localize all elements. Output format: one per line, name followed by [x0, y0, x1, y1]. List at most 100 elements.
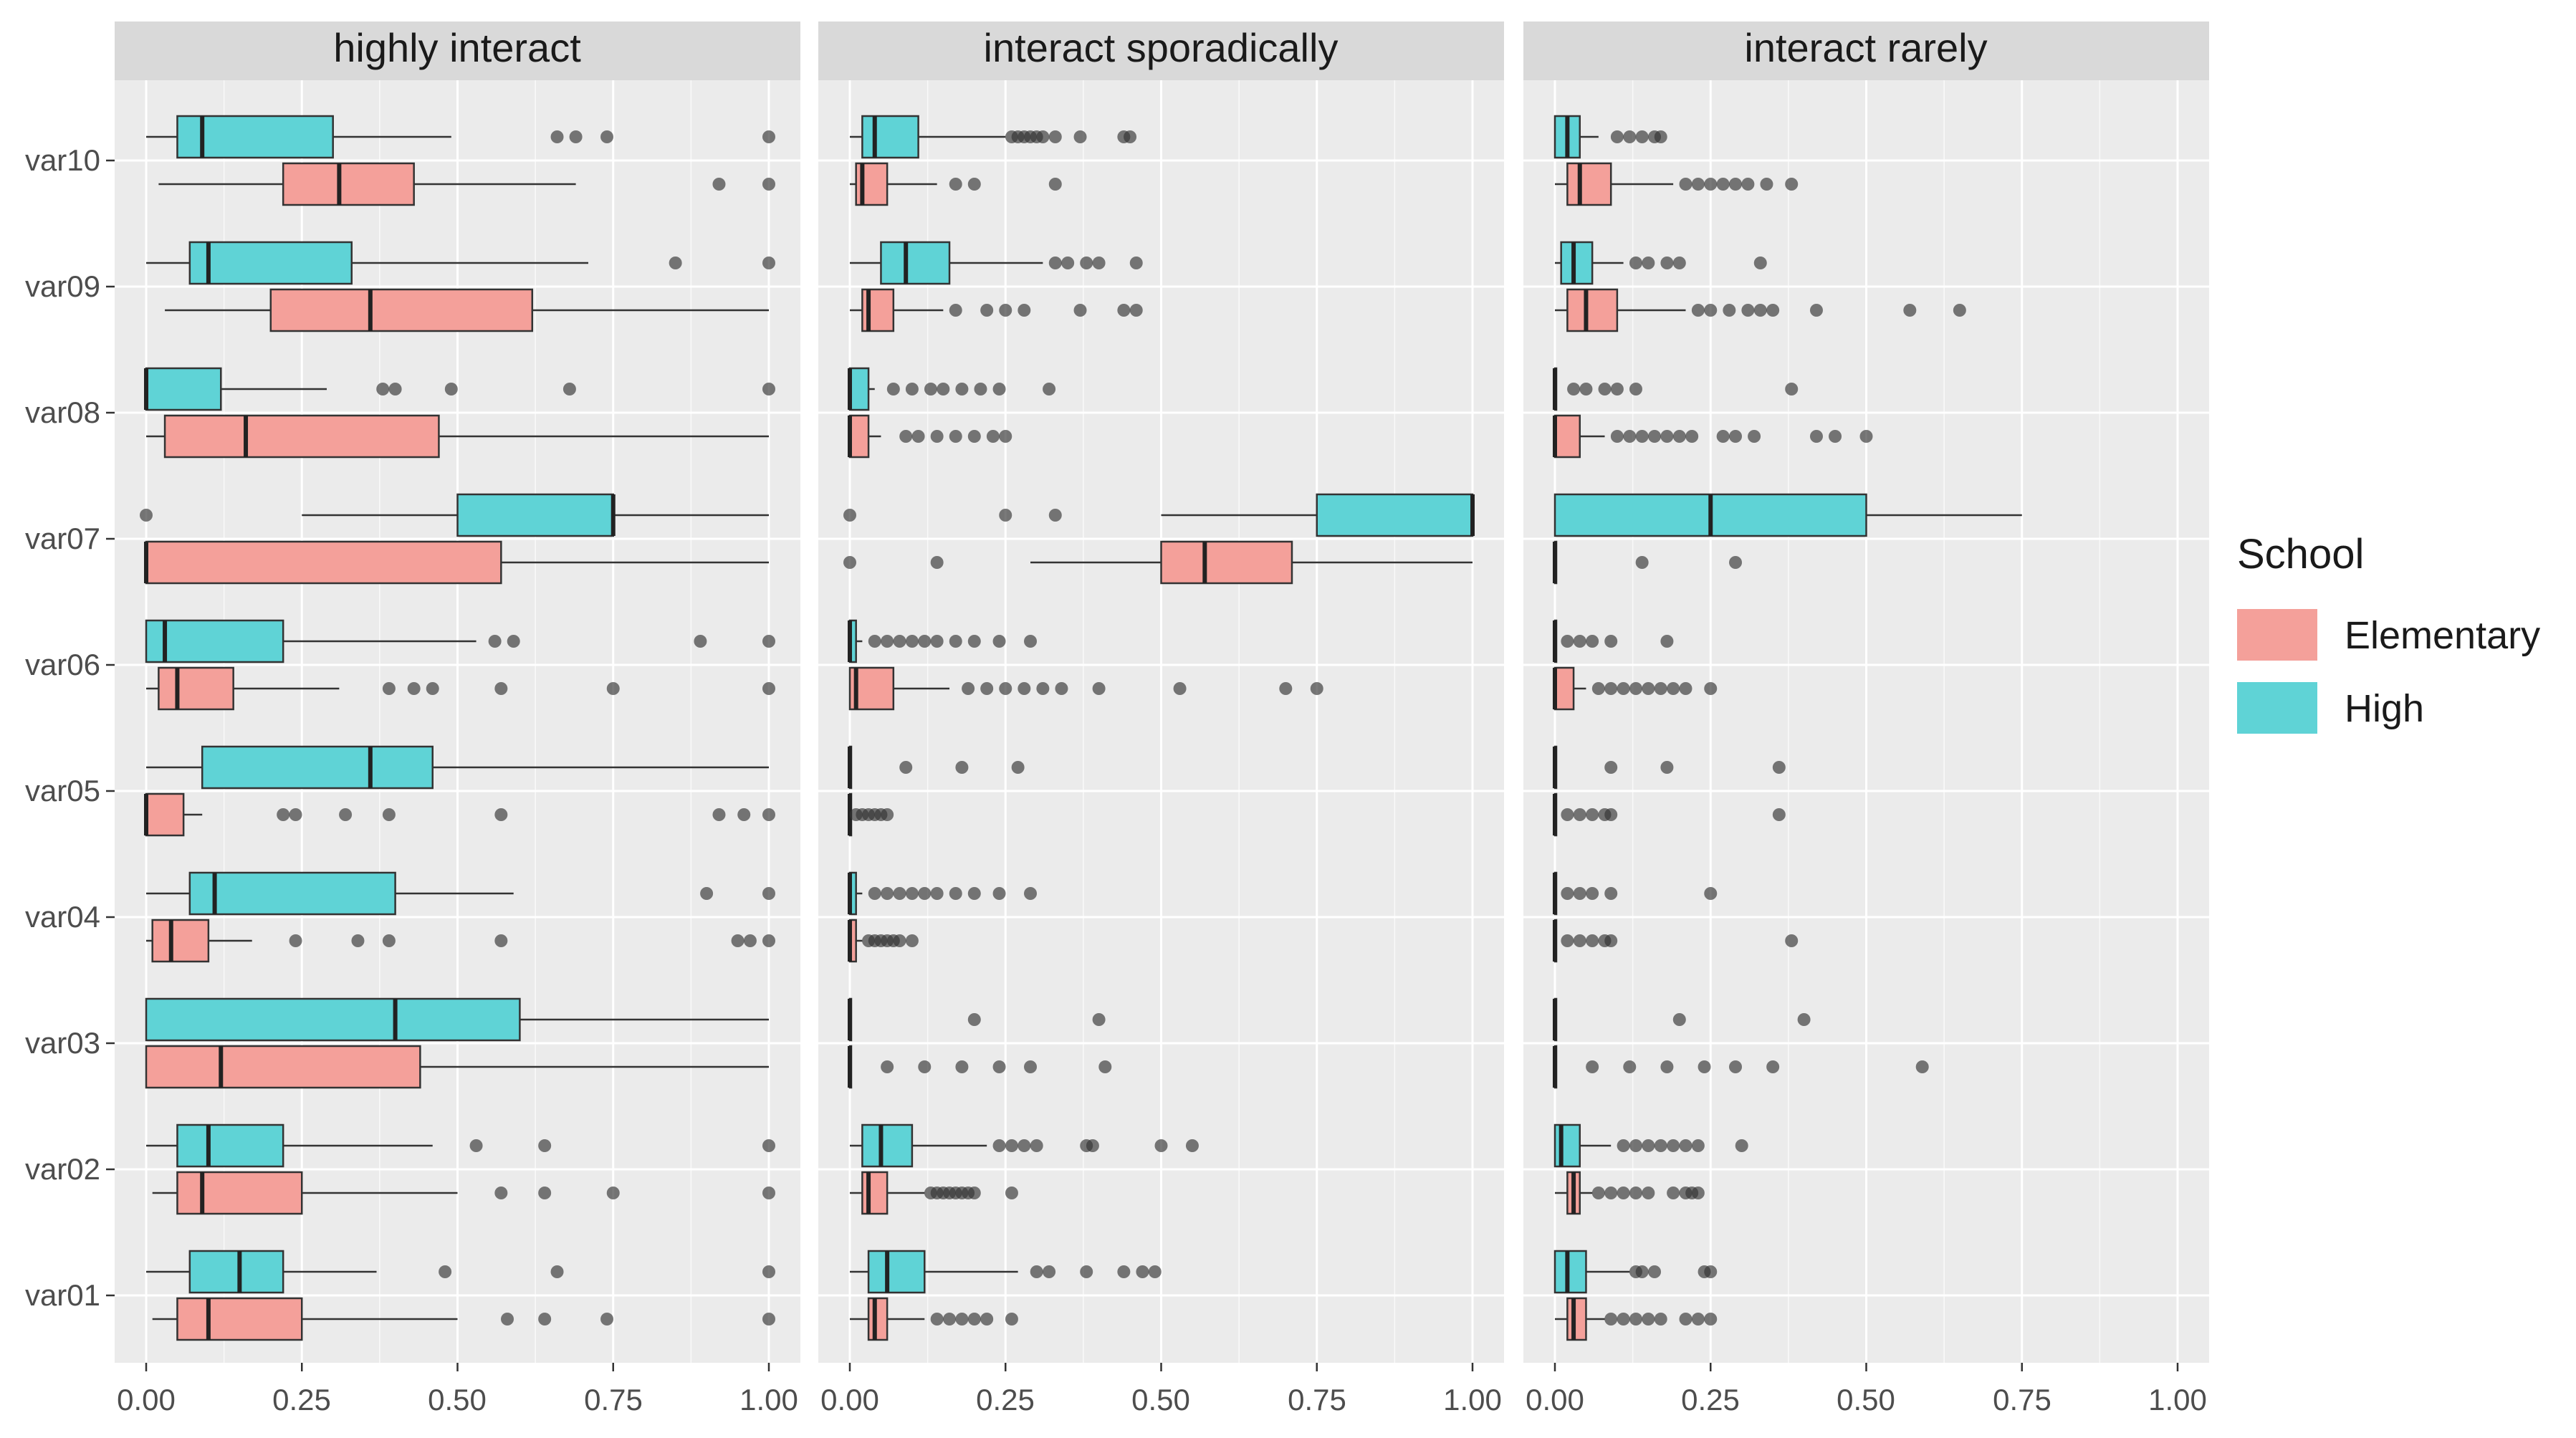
outlier-point — [1691, 304, 1705, 317]
outlier-point — [494, 808, 508, 821]
outlier-point — [1129, 304, 1143, 317]
outlier-point — [1573, 808, 1586, 821]
box-var02-high — [850, 1123, 1199, 1168]
outlier-point — [949, 304, 962, 317]
outlier-point — [1672, 1013, 1686, 1026]
outlier-point — [992, 383, 1006, 396]
box-var09-high — [146, 241, 775, 285]
box-var03-elementary — [1553, 1045, 1929, 1089]
outlier-point — [351, 934, 365, 947]
outlier-point — [1729, 430, 1743, 443]
outlier-point — [893, 635, 906, 648]
box-var06-elementary — [1553, 666, 1718, 711]
outlier-point — [1629, 1139, 1642, 1152]
box-body — [269, 288, 534, 332]
outlier-point — [1667, 1187, 1680, 1199]
outlier-point — [992, 1060, 1006, 1073]
outlier-point — [1586, 635, 1599, 648]
outlier-point — [911, 430, 925, 443]
outlier-point — [1753, 304, 1767, 317]
outlier-point — [1604, 682, 1618, 695]
box-body — [1566, 1297, 1587, 1341]
facet-strip-3: interact rarely — [1523, 21, 2209, 80]
outlier-point — [1635, 1265, 1649, 1278]
outlier-point — [1654, 130, 1667, 143]
outlier-point — [1024, 887, 1038, 900]
outlier-point — [1573, 934, 1586, 947]
y-tick-var05: var05 — [25, 774, 100, 807]
box-var02-high — [146, 1123, 775, 1168]
outlier-point — [1154, 1139, 1168, 1152]
outlier-point — [1685, 430, 1699, 443]
box-var10-high — [146, 115, 775, 159]
box-body — [145, 540, 502, 585]
box-body — [1553, 1250, 1587, 1294]
box-var08-elementary — [848, 414, 1012, 459]
box-var06-high — [848, 619, 1038, 663]
outlier-point — [980, 682, 994, 695]
outlier-point — [376, 383, 390, 396]
outlier-point — [905, 934, 919, 947]
box-body — [848, 367, 870, 411]
legend: School Elementary High — [2237, 531, 2540, 734]
box-var10-elementary — [1555, 162, 1799, 206]
box-body — [1566, 288, 1619, 332]
box-var09-high — [1555, 241, 1767, 285]
outlier-point — [1785, 383, 1799, 396]
box-var05-elementary — [1553, 792, 1786, 837]
outlier-point — [955, 761, 969, 774]
outlier-point — [999, 430, 1012, 443]
outlier-point — [1660, 257, 1674, 269]
box-var04-high — [848, 871, 1038, 916]
box-var01-elementary — [850, 1297, 1018, 1341]
strip-bg — [115, 21, 800, 80]
outlier-point — [930, 1313, 944, 1326]
outlier-point — [1036, 130, 1050, 143]
outlier-point — [918, 635, 932, 648]
outlier-point — [868, 635, 881, 648]
outlier-point — [388, 383, 402, 396]
box-body — [880, 241, 951, 285]
box-var08-high — [1553, 367, 1799, 411]
outlier-point — [538, 1313, 552, 1326]
box-var06-high — [1553, 619, 1674, 663]
box-body — [1160, 540, 1293, 585]
box-body — [1566, 162, 1612, 206]
outlier-point — [1623, 430, 1637, 443]
box-var02-elementary — [152, 1171, 775, 1215]
outlier-point — [1716, 430, 1730, 443]
outlier-point — [1617, 1187, 1630, 1199]
outlier-point — [1629, 1313, 1642, 1326]
box-var08-high — [848, 367, 1056, 411]
outlier-point — [1691, 1187, 1705, 1199]
outlier-point — [1654, 1313, 1667, 1326]
box-body — [867, 1250, 926, 1294]
outlier-point — [1672, 430, 1686, 443]
box-body — [456, 493, 614, 537]
outlier-point — [1024, 635, 1038, 648]
box-var03-elementary — [848, 1045, 1112, 1089]
outlier-point — [992, 887, 1006, 900]
outlier-point — [1092, 257, 1106, 269]
box-body — [1553, 666, 1575, 711]
outlier-point — [1586, 934, 1599, 947]
outlier-point — [743, 934, 757, 947]
outlier-point — [1766, 304, 1780, 317]
outlier-point — [762, 130, 775, 143]
outlier-point — [444, 383, 458, 396]
outlier-point — [999, 682, 1012, 695]
box-var04-elementary — [1553, 919, 1799, 963]
outlier-point — [992, 635, 1006, 648]
outlier-point — [955, 1060, 969, 1073]
outlier-point — [289, 808, 302, 821]
outlier-point — [899, 430, 913, 443]
outlier-point — [1005, 1187, 1018, 1199]
x-tick-label: 0.75 — [584, 1383, 643, 1417]
strip-label: interact sporadically — [984, 25, 1339, 70]
outlier-point — [868, 887, 881, 900]
outlier-point — [1011, 761, 1025, 774]
outlier-point — [1741, 304, 1755, 317]
outlier-point — [1030, 1265, 1043, 1278]
outlier-point — [1648, 1265, 1662, 1278]
box-body — [145, 792, 185, 837]
